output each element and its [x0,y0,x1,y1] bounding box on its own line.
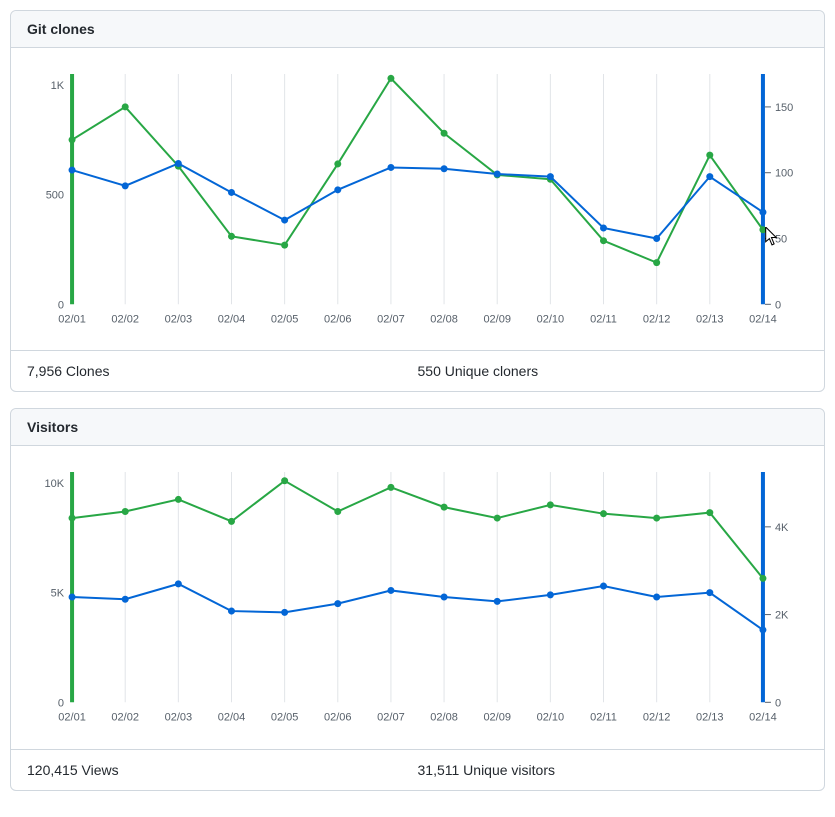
svg-text:2K: 2K [775,610,789,622]
svg-text:02/11: 02/11 [590,712,617,724]
svg-text:02/05: 02/05 [271,313,299,325]
chart-body: 0 5K 10K 0 2K 4K 02/01 02/02 02/03 02/04 02/05 02/0… [11,446,824,748]
svg-text:02/12: 02/12 [643,313,671,325]
svg-text:5K: 5K [51,588,65,600]
panel-footer: 120,415 Views 31,511 Unique visitors [11,749,824,790]
panel-footer: 7,956 Clones 550 Unique cloners [11,350,824,391]
svg-text:100: 100 [775,168,793,180]
svg-text:1K: 1K [51,80,65,92]
svg-text:02/07: 02/07 [377,712,405,724]
svg-text:02/01: 02/01 [58,712,86,724]
svg-text:02/10: 02/10 [537,313,565,325]
svg-text:02/02: 02/02 [111,712,139,724]
svg-text:02/12: 02/12 [643,712,671,724]
svg-text:150: 150 [775,102,793,114]
git-clones-chart[interactable]: 0 500 1K 0 50 100 150 02/01 02/02 02/03 02/04 02/05… [27,64,808,334]
svg-text:02/04: 02/04 [218,712,246,724]
svg-text:02/13: 02/13 [696,313,724,325]
svg-text:02/01: 02/01 [58,313,86,325]
svg-text:02/04: 02/04 [218,313,246,325]
svg-text:02/06: 02/06 [324,712,352,724]
svg-text:02/08: 02/08 [430,313,458,325]
svg-text:02/07: 02/07 [377,313,405,325]
svg-text:02/03: 02/03 [165,313,193,325]
panel-title: Visitors [11,409,824,446]
svg-text:02/05: 02/05 [271,712,299,724]
svg-text:02/02: 02/02 [111,313,139,325]
svg-text:0: 0 [58,698,64,710]
svg-text:02/09: 02/09 [483,313,511,325]
svg-text:10K: 10K [44,478,64,490]
visitors-panel: Visitors 0 5K 10K 0 2K 4K 02/01 02/02 02/03 02/04… [10,408,825,790]
panel-title: Git clones [11,11,824,48]
unique-visitors: 31,511 Unique visitors [418,762,809,778]
svg-text:02/13: 02/13 [696,712,724,724]
svg-text:0: 0 [775,299,781,311]
chart-body: 0 500 1K 0 50 100 150 02/01 02/02 02/03 02/04 02/05… [11,48,824,350]
views-total: 120,415 Views [27,762,418,778]
visitors-chart[interactable]: 0 5K 10K 0 2K 4K 02/01 02/02 02/03 02/04 02/05 02/0… [27,462,808,732]
svg-text:4K: 4K [775,522,789,534]
svg-text:02/03: 02/03 [165,712,193,724]
svg-text:0: 0 [58,299,64,311]
svg-text:02/08: 02/08 [430,712,458,724]
svg-text:02/06: 02/06 [324,313,352,325]
svg-text:02/09: 02/09 [483,712,511,724]
svg-text:02/11: 02/11 [590,313,617,325]
svg-text:02/14: 02/14 [749,313,777,325]
svg-text:0: 0 [775,698,781,710]
svg-text:02/14: 02/14 [749,712,777,724]
svg-text:50: 50 [775,234,787,246]
svg-text:500: 500 [46,190,64,202]
unique-cloners: 550 Unique cloners [418,363,809,379]
git-clones-panel: Git clones 0 500 1K 0 50 100 150 02/01 02/02 02/0… [10,10,825,392]
svg-text:02/10: 02/10 [537,712,565,724]
clones-total: 7,956 Clones [27,363,418,379]
